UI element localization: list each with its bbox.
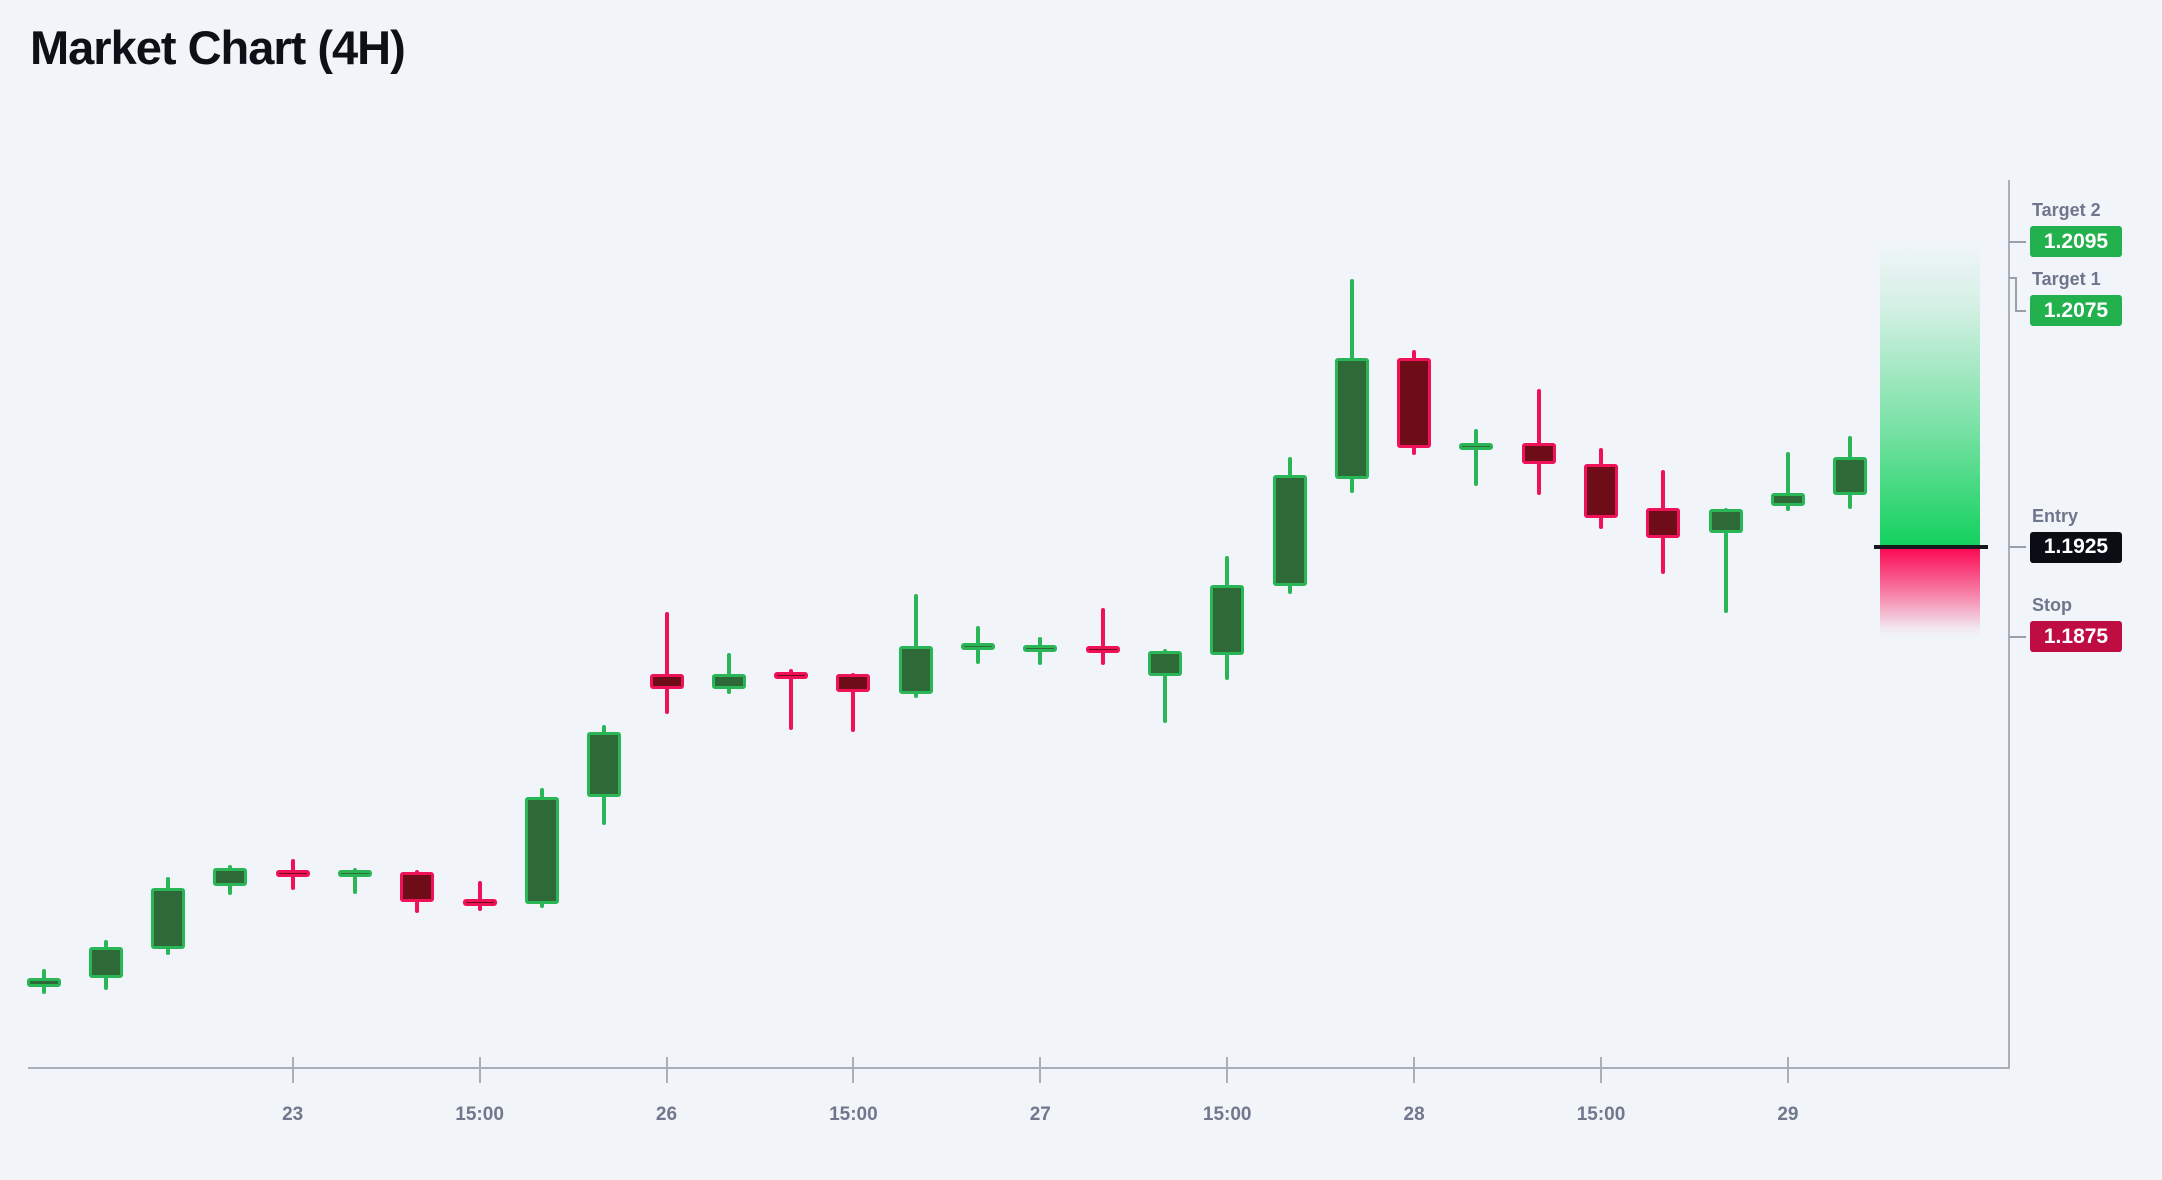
candle-down xyxy=(836,674,871,693)
target1-label: Target 1 xyxy=(2032,269,2101,290)
candle-up xyxy=(1459,442,1494,451)
profit-zone xyxy=(1880,241,1980,547)
price-marker-target2: Target 2 1.2095 xyxy=(2030,199,2122,258)
candle-up xyxy=(1147,651,1182,677)
candle-up xyxy=(1708,509,1743,533)
candle-up-wick xyxy=(353,868,357,894)
x-axis-tick xyxy=(665,1057,668,1083)
x-axis-tick xyxy=(1413,1057,1416,1083)
x-axis-label: 23 xyxy=(282,1104,304,1125)
level-connector xyxy=(2015,276,2017,312)
candle-up xyxy=(1272,475,1307,587)
x-axis-label: 15:00 xyxy=(455,1104,504,1125)
candle-down xyxy=(1584,464,1618,519)
page-title: Market Chart (4H) xyxy=(30,21,406,74)
candle-up xyxy=(711,674,746,689)
x-axis-tick xyxy=(1786,1057,1789,1083)
stop-price-badge: 1.1875 xyxy=(2030,621,2122,653)
x-axis-tick xyxy=(1600,1057,1602,1083)
price-marker-target1: Target 1 1.2075 xyxy=(2030,268,2122,327)
level-connector xyxy=(2009,240,2026,243)
level-connector xyxy=(2009,546,2026,548)
price-marker-stop: Stop 1.1875 xyxy=(2030,594,2122,653)
candle-down-wick xyxy=(1100,608,1105,666)
candle-down xyxy=(275,870,310,878)
level-connector xyxy=(2009,276,2017,279)
x-axis-tick xyxy=(852,1057,855,1083)
candle-down xyxy=(400,871,435,903)
target2-price-badge: 1.2095 xyxy=(2030,226,2122,258)
target1-price-badge: 1.2075 xyxy=(2030,295,2122,327)
candle-down xyxy=(774,671,809,679)
candle-up xyxy=(88,947,123,978)
candle-down-wick xyxy=(664,611,669,714)
x-axis-label: 26 xyxy=(655,1104,678,1125)
price-axis-line xyxy=(2008,180,2010,1069)
price-marker-entry: Entry 1.1925 xyxy=(2030,505,2122,563)
candle-down xyxy=(1397,358,1432,449)
level-connector xyxy=(2009,635,2026,638)
candle-down xyxy=(462,898,497,906)
candle-up xyxy=(961,643,995,651)
candle-up xyxy=(1770,493,1805,506)
entry-price-line xyxy=(1874,545,1988,549)
x-axis-label: 28 xyxy=(1403,1104,1425,1125)
entry-price-badge: 1.1925 xyxy=(2030,531,2122,563)
entry-label: Entry xyxy=(2032,505,2079,526)
x-axis-tick xyxy=(478,1057,481,1083)
candle-down-wick xyxy=(851,672,856,732)
candle-up-wick xyxy=(726,652,731,695)
candle-down-wick xyxy=(789,669,794,731)
x-axis-line xyxy=(28,1067,2009,1069)
candle-up xyxy=(1023,644,1058,652)
candle-up xyxy=(1210,584,1245,655)
x-axis-label: 15:00 xyxy=(829,1104,878,1125)
candle-up-wick xyxy=(1474,428,1479,486)
candle-up xyxy=(1833,457,1868,495)
x-axis-label: 15:00 xyxy=(1576,1104,1626,1125)
candle-down xyxy=(1085,645,1120,653)
candle-up xyxy=(213,868,248,887)
candle-down xyxy=(649,674,684,689)
x-axis-tick xyxy=(1039,1057,1042,1083)
candle-up xyxy=(524,796,559,905)
stop-label: Stop xyxy=(2032,595,2072,616)
candle-up-wick xyxy=(1723,507,1728,614)
x-axis-tick xyxy=(1226,1057,1229,1083)
x-axis-label: 29 xyxy=(1777,1104,1799,1125)
target2-label: Target 2 xyxy=(2032,200,2101,221)
candle-up xyxy=(26,977,61,987)
candle-up xyxy=(338,870,372,878)
candle-up xyxy=(587,731,622,797)
level-connector xyxy=(2015,309,2026,312)
loss-zone xyxy=(1880,549,1980,637)
candle-up xyxy=(151,888,186,950)
candle-down-wick xyxy=(1536,389,1541,495)
x-axis-label: 15:00 xyxy=(1202,1104,1252,1125)
candle-down-wick xyxy=(477,880,482,912)
candle-down xyxy=(1646,507,1681,539)
x-axis-tick xyxy=(291,1057,294,1083)
candle-down xyxy=(1521,442,1556,465)
candle-up xyxy=(1334,358,1369,479)
x-axis-label: 27 xyxy=(1029,1104,1051,1125)
candle-up-wick xyxy=(1162,649,1167,723)
candle-up-wick xyxy=(1785,451,1790,512)
candle-up xyxy=(898,645,933,695)
